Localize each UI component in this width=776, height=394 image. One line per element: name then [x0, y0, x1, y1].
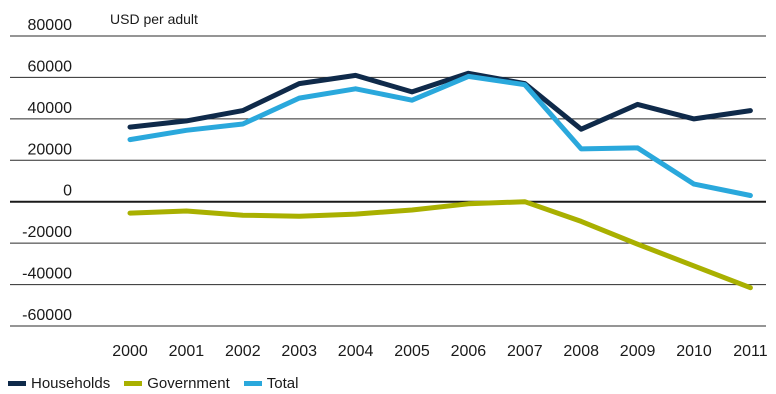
y-tick-label: 20000: [28, 141, 73, 158]
x-tick-label: 2010: [676, 343, 712, 360]
legend-swatch-total: [243, 381, 262, 386]
x-tick-label: 2004: [338, 343, 374, 360]
y-tick-label: -40000: [22, 266, 72, 283]
x-tick-label: 2006: [451, 343, 487, 360]
x-tick-label: 2007: [507, 343, 543, 360]
series-lines: [127, 70, 753, 291]
x-tick-label: 2009: [620, 343, 656, 360]
legend-swatch-government: [124, 381, 143, 386]
x-tick-label: 2000: [112, 343, 148, 360]
y-axis-unit-label: USD per adult: [110, 11, 198, 27]
x-tick-label: 2001: [169, 343, 205, 360]
legend-label-households: Households: [31, 375, 111, 392]
legend-label-government: Government: [147, 375, 230, 392]
legend: Households Government Total: [8, 375, 312, 392]
legend-item-total: Total: [243, 375, 299, 392]
x-tick-label: 2003: [281, 343, 317, 360]
legend-item-households: Households: [8, 375, 110, 392]
gridlines: [10, 35, 766, 327]
y-tick-label: 60000: [28, 58, 73, 75]
x-tick-label: 2002: [225, 343, 261, 360]
x-tick-label: 2011: [733, 343, 768, 360]
series-line-households: [127, 70, 753, 132]
series-line-total: [127, 73, 753, 198]
series-line-government: [127, 199, 753, 291]
x-tick-label: 2008: [563, 343, 599, 360]
x-axis-tick-labels: 2000 2001 2002 2003 2004 2005 2006 2007 2008 2009…: [112, 343, 768, 360]
y-tick-label: -20000: [22, 224, 72, 241]
legend-label-total: Total: [266, 375, 299, 392]
legend-item-government: Government: [124, 375, 230, 392]
y-tick-label: 0: [63, 183, 72, 200]
y-tick-label: 80000: [28, 17, 73, 34]
y-tick-label: 40000: [28, 100, 73, 117]
legend-swatch-households: [8, 381, 26, 386]
x-tick-label: 2005: [394, 343, 430, 360]
y-axis-tick-labels: 80000 60000 40000 20000 0 -20000 -40000 -60000: [22, 17, 72, 324]
y-tick-label: -60000: [22, 307, 72, 324]
